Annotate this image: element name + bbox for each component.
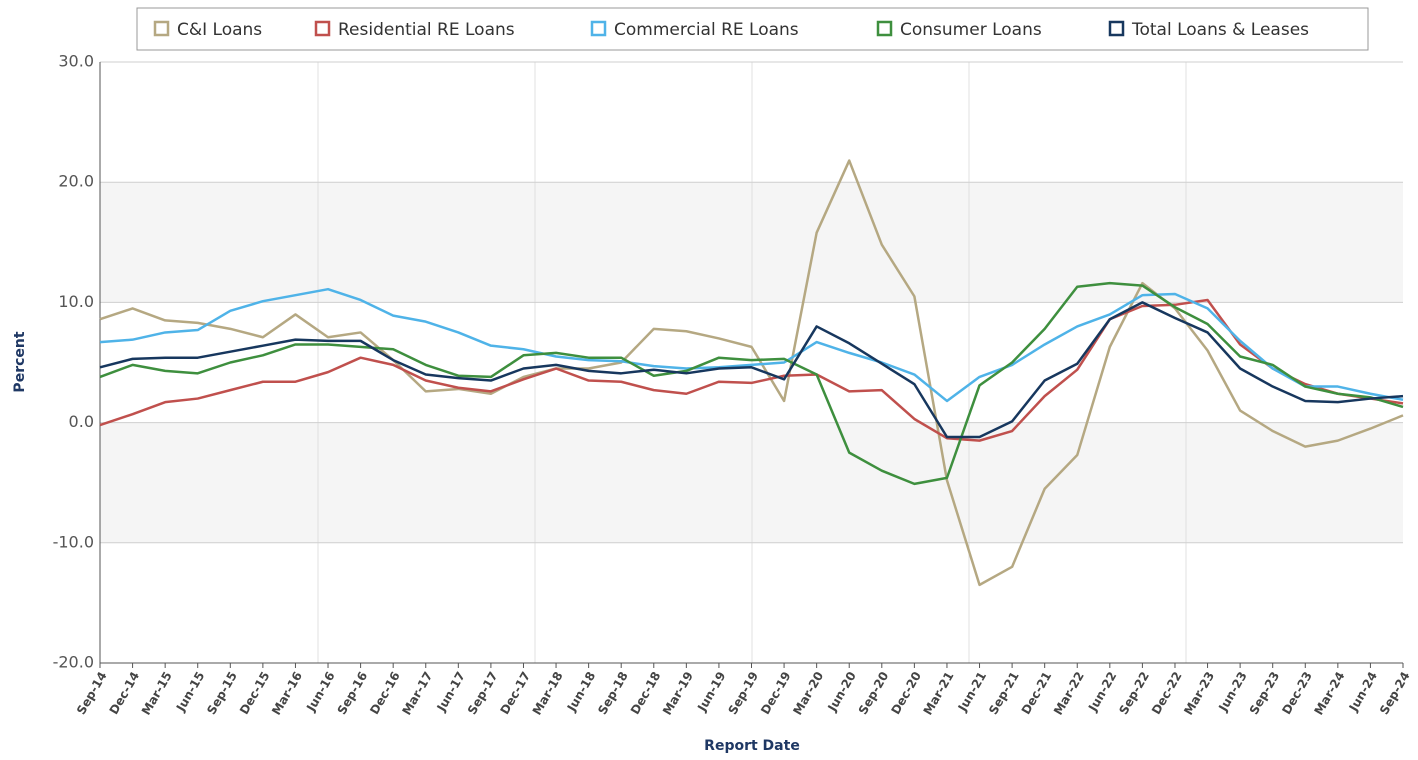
x-tick-label: Sep-14 [74,669,110,717]
x-tick-label: Sep-16 [335,669,371,717]
x-tick-label: Dec-17 [498,669,534,717]
x-tick-label: Jun-23 [1216,669,1250,714]
x-tick-label: Dec-16 [367,669,403,717]
x-tick-label: Jun-16 [303,669,337,714]
legend-label: Commercial RE Loans [614,20,799,40]
legend-swatch [590,20,607,37]
x-tick-label: Mar-20 [790,669,826,717]
x-tick-label: Mar-22 [1051,669,1087,717]
x-tick-label: Sep-15 [204,669,240,717]
x-tick-label: Mar-15 [139,669,175,717]
x-tick-label: Dec-22 [1149,669,1185,717]
x-tick-label: Jun-20 [825,669,859,714]
x-tick-label: Sep-23 [1247,669,1283,717]
x-tick-label: Dec-14 [107,669,143,717]
legend-label: Consumer Loans [900,20,1042,40]
x-tick-label: Mar-16 [269,669,305,717]
y-tick-label: 0.0 [69,412,94,431]
x-tick-label: Mar-24 [1312,669,1348,717]
y-tick-label: 20.0 [58,172,94,191]
y-tick-label: 10.0 [58,292,94,311]
x-tick-label: Jun-17 [434,669,468,714]
x-tick-label: Sep-24 [1377,669,1413,717]
x-tick-label: Mar-17 [399,669,435,717]
x-tick-label: Jun-18 [564,669,598,714]
series-line [99,287,1404,403]
x-tick-label: Sep-21 [986,669,1022,717]
x-tick-label: Sep-18 [595,669,631,717]
series-line [99,281,1404,486]
x-tick-label: Mar-19 [660,669,696,717]
y-axis-title: Percent [12,331,28,392]
legend-swatch [153,20,170,37]
x-tick-label: Sep-19 [725,669,761,717]
x-tick-label: Jun-15 [173,669,207,714]
series-line [99,301,1404,439]
x-tick-label: Dec-15 [237,669,273,717]
legend-box [136,7,1369,51]
x-tick-label: Jun-21 [955,669,989,714]
x-tick-label: Dec-18 [628,669,664,717]
x-tick-label: Dec-19 [758,669,794,717]
x-tick-label: Dec-20 [888,669,924,717]
x-tick-label: Jun-19 [694,669,728,714]
y-tick-label: -10.0 [53,532,94,551]
series-line [99,298,1404,442]
legend-label: C&I Loans [177,20,262,40]
x-tick-label: Jun-24 [1346,669,1380,714]
x-tick-label: Mar-21 [921,669,957,717]
x-tick-label: Sep-17 [465,669,501,717]
x-tick-label: Dec-21 [1019,669,1055,717]
x-tick-label: Jun-22 [1085,669,1119,714]
legend-label: Total Loans & Leases [1131,20,1309,40]
x-tick-label: Mar-23 [1181,669,1217,717]
legend-swatch [1108,20,1125,37]
x-tick-label: Sep-22 [1116,669,1152,717]
vertical-grid [317,62,1187,663]
x-tick-label: Mar-18 [530,669,566,717]
y-tick-label: 30.0 [58,52,94,71]
y-tick-label: -20.0 [53,653,94,672]
x-tick-label: Sep-20 [856,669,892,717]
legend-label: Residential RE Loans [338,20,515,40]
legend-swatch [876,20,893,37]
x-axis-title: Report Date [704,738,800,754]
legend-swatch [314,20,331,37]
x-tick-label: Dec-23 [1279,669,1315,717]
